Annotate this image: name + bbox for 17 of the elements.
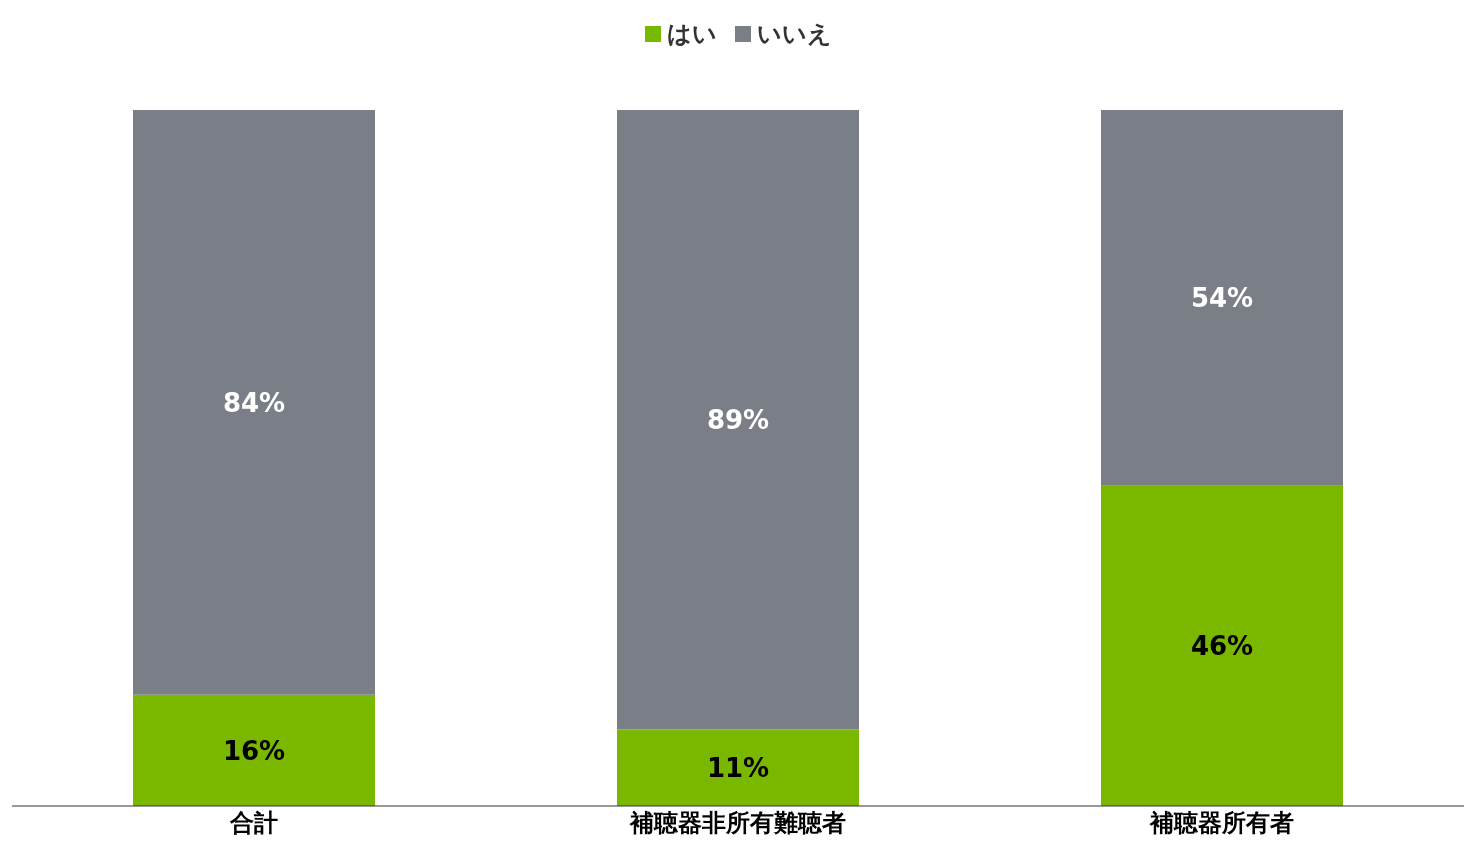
x-tick-label: 補聴器非所有難聴者 — [629, 809, 846, 838]
legend-label: はい — [665, 19, 717, 50]
legend-label: いいえ — [755, 19, 832, 50]
data-label: 89% — [706, 404, 770, 435]
data-label: 11% — [706, 752, 770, 783]
data-label: 16% — [222, 735, 286, 766]
data-label: 54% — [1190, 283, 1254, 314]
bar — [1101, 485, 1343, 806]
data-label: 46% — [1190, 631, 1254, 662]
bar — [617, 110, 859, 730]
bar — [617, 729, 859, 806]
bar — [1101, 110, 1343, 486]
bar — [133, 110, 375, 695]
data-label: 84% — [222, 387, 286, 418]
bar — [133, 694, 375, 806]
x-tick-label: 補聴器所有者 — [1149, 809, 1294, 838]
x-tick-label: 合計 — [229, 809, 278, 838]
